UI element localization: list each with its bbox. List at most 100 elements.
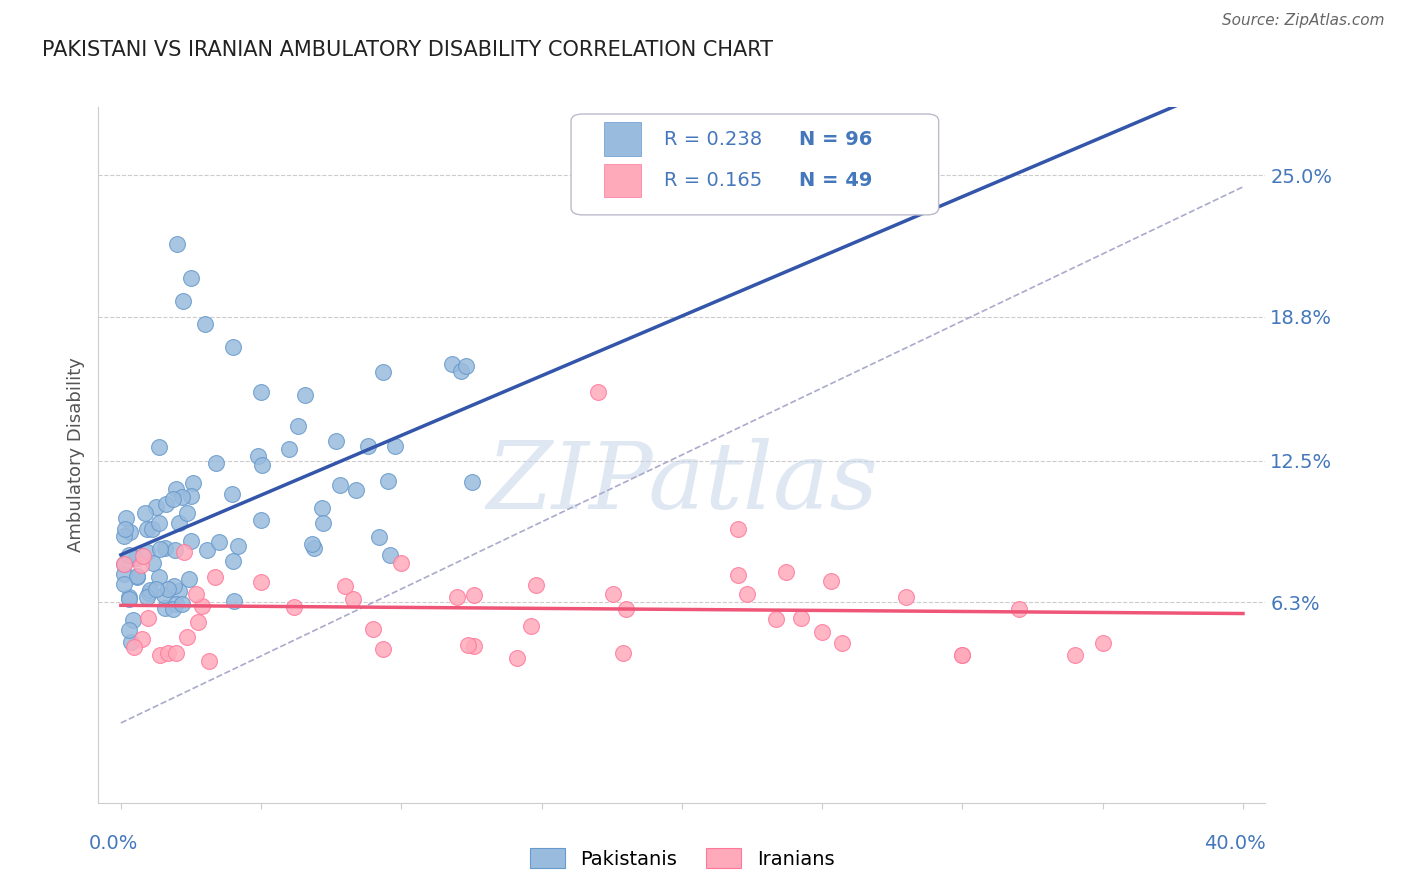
Point <box>114 522 136 536</box>
Point <box>735 586 758 600</box>
Point <box>301 537 323 551</box>
Point <box>141 522 163 536</box>
Point <box>463 588 485 602</box>
Text: ZIPatlas: ZIPatlas <box>486 438 877 528</box>
Point <box>204 456 226 470</box>
Point <box>148 516 170 530</box>
Point <box>148 570 170 584</box>
Point <box>177 573 200 587</box>
Point <box>1007 602 1029 616</box>
Text: N = 49: N = 49 <box>799 171 872 190</box>
Point <box>173 545 195 559</box>
Point <box>112 577 135 591</box>
Point <box>155 541 177 555</box>
Point <box>440 357 463 371</box>
Point <box>335 579 357 593</box>
Point <box>367 530 389 544</box>
Point <box>167 584 190 599</box>
Point <box>165 597 187 611</box>
Point <box>180 489 202 503</box>
Point <box>163 543 186 558</box>
Point <box>283 599 305 614</box>
Point <box>250 575 273 590</box>
Point <box>155 601 177 615</box>
Point <box>132 549 155 564</box>
Point <box>165 647 187 661</box>
Point <box>120 525 142 540</box>
Point <box>163 579 186 593</box>
Point <box>180 534 202 549</box>
Point <box>389 556 412 570</box>
Point <box>952 648 974 662</box>
Point <box>118 592 141 607</box>
Point <box>221 487 243 501</box>
Point <box>112 557 135 571</box>
Point <box>125 551 148 566</box>
Point <box>790 611 813 625</box>
Point <box>250 458 273 473</box>
Y-axis label: Ambulatory Disability: Ambulatory Disability <box>66 358 84 552</box>
Point <box>952 648 974 662</box>
Point <box>131 632 153 647</box>
Point <box>118 591 141 605</box>
Point <box>134 507 156 521</box>
Text: R = 0.165: R = 0.165 <box>665 171 762 190</box>
Point <box>129 558 152 573</box>
Point <box>1063 648 1085 662</box>
Point <box>311 516 333 530</box>
Point <box>377 475 399 489</box>
Point <box>149 542 172 557</box>
Point <box>302 541 325 556</box>
Text: N = 96: N = 96 <box>799 129 872 149</box>
Point <box>250 385 273 400</box>
Point <box>112 529 135 543</box>
Point <box>727 567 749 582</box>
Point <box>136 590 159 604</box>
Point <box>896 591 918 605</box>
Point <box>176 506 198 520</box>
FancyBboxPatch shape <box>603 164 641 197</box>
Point <box>157 582 180 596</box>
Point <box>371 642 394 657</box>
Text: R = 0.238: R = 0.238 <box>665 129 762 149</box>
Point <box>145 582 167 597</box>
Point <box>190 599 212 614</box>
Point <box>505 651 527 665</box>
Point <box>612 646 634 660</box>
Point <box>136 522 159 536</box>
Point <box>165 483 187 497</box>
Point <box>461 475 484 489</box>
Point <box>380 548 402 562</box>
Point <box>222 594 245 608</box>
Point <box>520 618 543 632</box>
Text: PAKISTANI VS IRANIAN AMBULATORY DISABILITY CORRELATION CHART: PAKISTANI VS IRANIAN AMBULATORY DISABILI… <box>42 40 773 60</box>
Point <box>148 440 170 454</box>
Point <box>246 449 269 463</box>
Text: 0.0%: 0.0% <box>89 834 138 853</box>
FancyBboxPatch shape <box>603 122 641 156</box>
Point <box>311 500 333 515</box>
Point <box>454 359 477 374</box>
Point <box>446 591 468 605</box>
Point <box>463 639 485 653</box>
Point <box>125 570 148 584</box>
Point <box>344 483 367 497</box>
Point <box>112 567 135 582</box>
FancyBboxPatch shape <box>571 114 939 215</box>
Point <box>122 640 145 655</box>
Point <box>172 490 194 504</box>
Point <box>184 587 207 601</box>
Point <box>117 548 139 562</box>
Point <box>226 539 249 553</box>
Point <box>371 365 394 379</box>
Point <box>357 439 380 453</box>
Point <box>187 615 209 630</box>
Point <box>176 631 198 645</box>
Point <box>222 340 245 354</box>
Point <box>120 635 142 649</box>
Point <box>114 511 136 525</box>
Point <box>162 491 184 506</box>
Point <box>194 317 217 331</box>
Point <box>1091 636 1114 650</box>
Point <box>156 646 179 660</box>
